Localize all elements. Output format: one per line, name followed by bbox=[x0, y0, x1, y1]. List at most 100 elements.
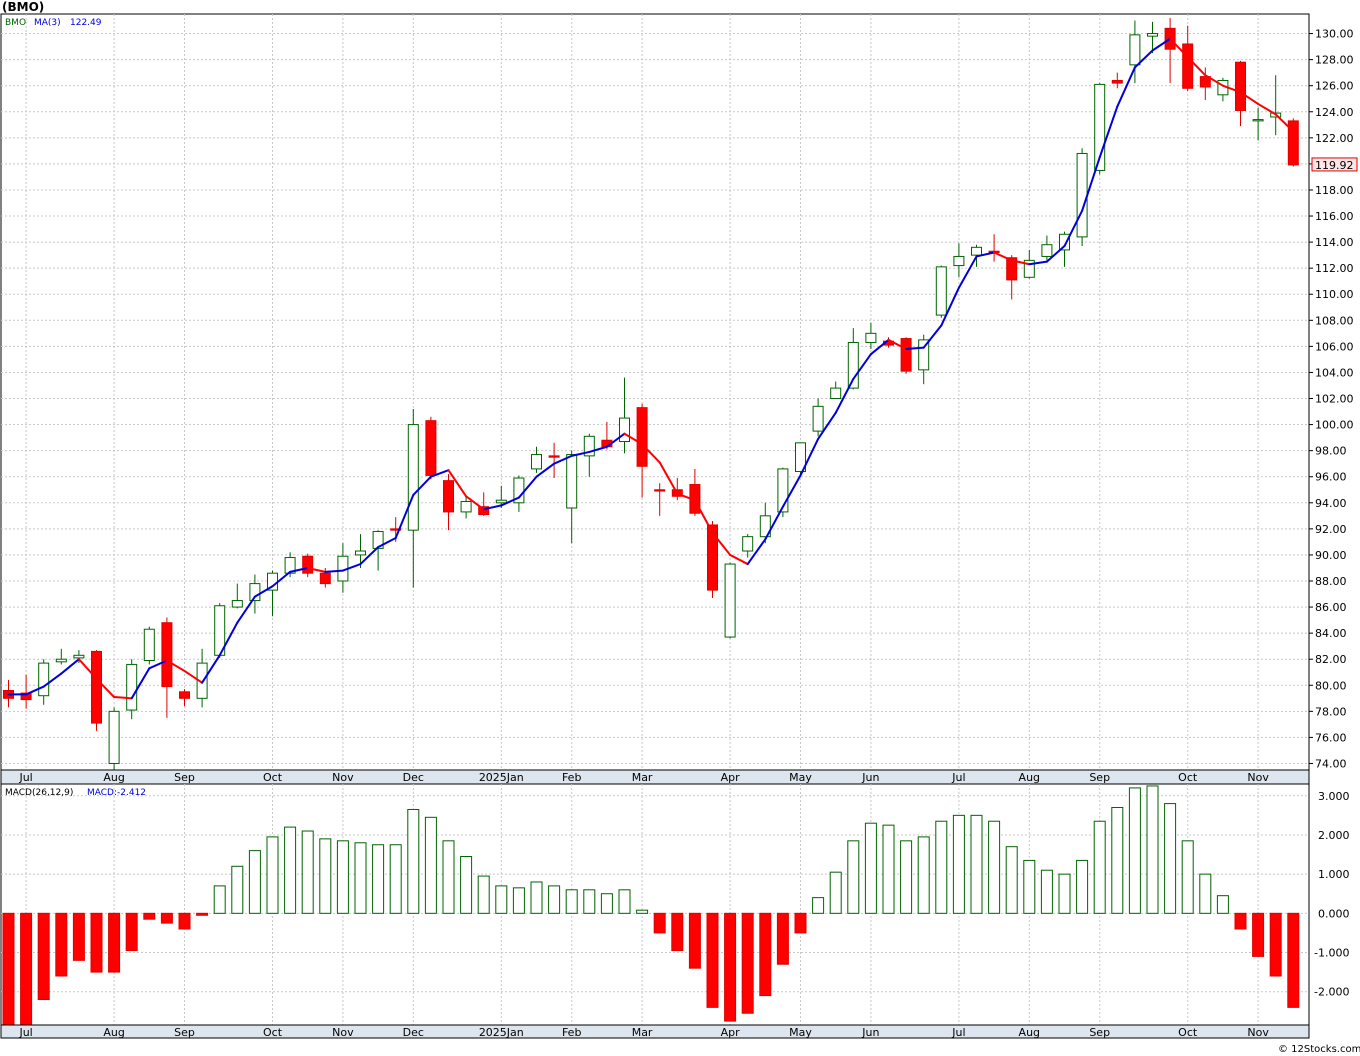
macd-y-axis: 3.000 2.000 1.000 0.000 -1.000 -2.000 bbox=[1314, 790, 1350, 999]
macd-bar bbox=[794, 912, 807, 934]
candle-body bbox=[1076, 152, 1088, 238]
macd-bar bbox=[72, 912, 85, 961]
chart-title: (BMO) bbox=[2, 0, 44, 14]
macd-bar bbox=[1146, 785, 1159, 914]
candle-body bbox=[1235, 61, 1246, 111]
candle-body bbox=[302, 555, 314, 574]
ma-segment bbox=[799, 437, 820, 477]
ma-segment bbox=[271, 570, 292, 588]
x-tick-label: Oct bbox=[1178, 1026, 1198, 1039]
price-x-axis-band bbox=[0, 769, 1310, 785]
macd-bar bbox=[372, 844, 385, 914]
macd-bar bbox=[600, 893, 613, 914]
ma-segment bbox=[1133, 49, 1154, 69]
x-tick-label: Dec bbox=[403, 771, 424, 784]
macd-bar bbox=[1040, 869, 1053, 914]
credit: © 12Stocks.com bbox=[1278, 1044, 1360, 1055]
ma-segment bbox=[253, 585, 274, 598]
ma-segment bbox=[1204, 74, 1224, 87]
price-tick-label: 102.00 bbox=[1315, 393, 1354, 406]
ma-segment bbox=[957, 255, 978, 289]
candle-body bbox=[38, 662, 50, 697]
price-tick-label: 92.00 bbox=[1315, 523, 1347, 536]
last-price-box bbox=[1311, 157, 1358, 172]
x-tick-label: Jun bbox=[861, 771, 879, 784]
macd-bar bbox=[1128, 787, 1141, 914]
x-tick-label: Aug bbox=[103, 1026, 124, 1039]
macd-bar bbox=[952, 814, 965, 914]
ma-segment bbox=[887, 338, 908, 350]
candle-body bbox=[566, 454, 578, 509]
macd-value: MACD:-2.412 bbox=[87, 788, 146, 798]
macd-x-axis: Jul Aug Sep Oct Nov Dec 2025Jan Feb Mar Apr May Jun… bbox=[18, 1026, 1269, 1039]
macd-tick-label: -2.000 bbox=[1314, 986, 1349, 999]
macd-bar bbox=[1093, 820, 1106, 914]
ma-segment bbox=[183, 669, 204, 684]
price-tick-label: 106.00 bbox=[1315, 340, 1354, 353]
ma-segment bbox=[623, 432, 644, 446]
x-tick-label: Nov bbox=[332, 771, 354, 784]
x-tick-label: Jun bbox=[861, 1026, 879, 1039]
macd-bar bbox=[776, 912, 789, 965]
candle-body bbox=[619, 417, 630, 443]
legend-ma-value: 122.49 bbox=[70, 18, 102, 28]
macd-bar bbox=[847, 840, 860, 914]
macd-bar bbox=[108, 912, 121, 973]
candle-body bbox=[707, 524, 718, 591]
macd-bar bbox=[20, 912, 33, 1028]
macd-bar bbox=[935, 820, 948, 914]
candle-body bbox=[319, 572, 331, 585]
macd-bar bbox=[1023, 859, 1036, 914]
macd-bar bbox=[618, 889, 631, 914]
macd-bar bbox=[178, 912, 191, 930]
price-tick-label: 84.00 bbox=[1315, 627, 1347, 640]
ma-segment bbox=[570, 450, 591, 457]
x-tick-label: Oct bbox=[1178, 771, 1198, 784]
candle-body bbox=[531, 454, 542, 470]
ma-segment bbox=[869, 338, 890, 356]
candle-body bbox=[407, 424, 419, 531]
macd-bar bbox=[319, 838, 332, 914]
price-tick-label: 112.00 bbox=[1315, 262, 1354, 275]
ma-segment bbox=[1045, 245, 1066, 263]
x-tick-label: Mar bbox=[632, 771, 653, 784]
macd-bar bbox=[442, 840, 455, 914]
macd-tick-label: -1.000 bbox=[1314, 947, 1349, 960]
macd-bar bbox=[90, 912, 103, 973]
macd-bar bbox=[495, 885, 508, 914]
macd-bar bbox=[812, 897, 825, 914]
macd-bar bbox=[2, 912, 15, 1032]
ma-segment bbox=[60, 658, 80, 675]
macd-bar bbox=[653, 912, 666, 934]
candle-body bbox=[443, 480, 454, 513]
macd-bar bbox=[266, 836, 279, 914]
macd-bar bbox=[125, 912, 138, 952]
x-tick-label: May bbox=[789, 1026, 812, 1039]
candle-body bbox=[654, 489, 666, 492]
x-tick-label: Apr bbox=[721, 771, 741, 784]
candle-body bbox=[249, 583, 261, 602]
macd-bar bbox=[636, 909, 649, 914]
candle-body bbox=[636, 407, 648, 467]
macd-bar bbox=[565, 889, 578, 914]
ma-segment bbox=[1010, 259, 1031, 266]
macd-bar bbox=[988, 820, 1001, 914]
x-tick-label: Jul bbox=[18, 771, 32, 784]
ma-segment bbox=[1239, 91, 1260, 105]
macd-bar bbox=[548, 885, 561, 914]
x-tick-label: Aug bbox=[1019, 1026, 1040, 1039]
price-panel: 74.00 76.00 78.00 80.00 82.00 84.00 86.00 88.00… bbox=[0, 13, 1354, 785]
price-tick-label: 82.00 bbox=[1315, 653, 1347, 666]
candle-body bbox=[1094, 83, 1106, 171]
macd-bar bbox=[882, 824, 895, 914]
macd-bar bbox=[37, 912, 50, 1001]
macd-bar bbox=[512, 887, 525, 914]
ma-segment bbox=[746, 538, 767, 566]
candle-body bbox=[55, 658, 67, 663]
price-tick-label: 88.00 bbox=[1315, 575, 1347, 588]
candle-body bbox=[812, 405, 824, 432]
legend-ma-label: MA(3) bbox=[34, 18, 61, 28]
ma-segment bbox=[359, 546, 380, 566]
candle-body bbox=[1199, 76, 1211, 88]
x-tick-label: 2025Jan bbox=[479, 771, 524, 784]
